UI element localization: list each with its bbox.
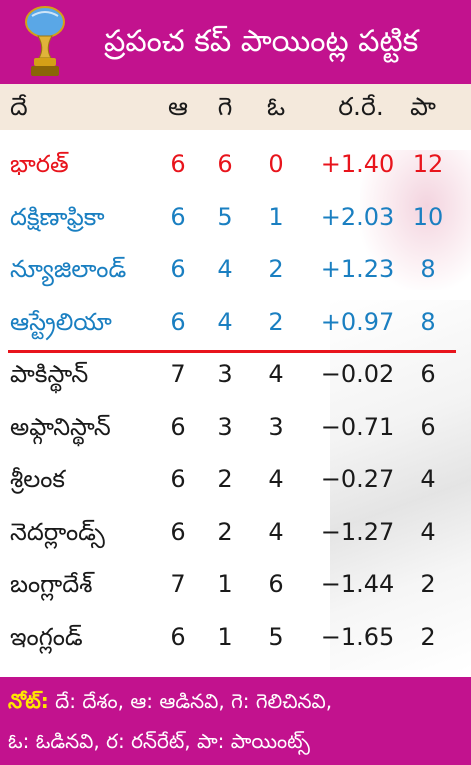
column-header-won: గె xyxy=(217,92,233,121)
cell-played: 6 xyxy=(170,412,186,441)
cell-points: 2 xyxy=(420,622,436,651)
cell-played: 7 xyxy=(170,570,186,598)
team-name: న్యూజిలాండ్ xyxy=(10,255,127,283)
cell-won: 3 xyxy=(217,360,233,388)
cell-points: 6 xyxy=(420,360,436,388)
cell-points: 12 xyxy=(412,150,444,178)
cell-nrr: +2.03 xyxy=(320,202,395,231)
cell-nrr: +1.40 xyxy=(320,150,395,178)
cell-played: 6 xyxy=(170,202,186,231)
cell-won: 4 xyxy=(217,255,233,283)
cell-played: 6 xyxy=(170,465,186,493)
note-line-2: ఓ: ఓడినవి, ర: రన్‌రేట్, పా: పాయింట్స్ xyxy=(8,729,310,753)
cell-won: 6 xyxy=(217,150,233,178)
table-row: పాకిస్థాన్ 7 3 4 −0.02 6 xyxy=(0,348,471,400)
cell-lost: 3 xyxy=(268,412,284,441)
cell-lost: 6 xyxy=(268,570,284,598)
cell-lost: 0 xyxy=(268,150,284,178)
team-name: పాకిస్థాన్ xyxy=(10,360,89,388)
table-row: అఫ్గానిస్థాన్ 6 3 3 −0.71 6 xyxy=(0,401,471,453)
cell-played: 6 xyxy=(170,517,186,546)
team-name: అఫ్గానిస్థాన్ xyxy=(10,412,111,441)
cell-lost: 4 xyxy=(268,360,284,388)
cell-lost: 5 xyxy=(268,622,284,651)
team-name: ఇంగ్లండ్ xyxy=(10,622,83,651)
cell-lost: 4 xyxy=(268,465,284,493)
cell-nrr: −0.27 xyxy=(320,465,395,493)
column-header-row: దే ఆ గె ఓ ర.రే. పా xyxy=(0,84,471,130)
cell-lost: 2 xyxy=(268,255,284,283)
cell-nrr: −0.02 xyxy=(320,360,395,388)
table-row: న్యూజిలాండ్ 6 4 2 +1.23 8 xyxy=(0,243,471,295)
note-line-1: దే: దేశం, ఆ: ఆడినవి, గె: గెలిచినవి, xyxy=(55,689,333,713)
world-cup-trophy-icon xyxy=(25,6,65,76)
header-bar: ప్రపంచ కప్ పాయింట్ల పట్టిక xyxy=(0,0,471,84)
cell-nrr: +1.23 xyxy=(320,255,395,283)
page-title: ప్రపంచ కప్ పాయింట్ల పట్టిక xyxy=(104,24,419,59)
cell-nrr: +0.97 xyxy=(320,307,395,336)
team-name: శ్రీలంక xyxy=(10,465,65,493)
cell-played: 7 xyxy=(170,360,186,388)
team-name: బంగ్లాదేశ్ xyxy=(10,570,93,598)
cell-lost: 4 xyxy=(268,517,284,546)
cell-nrr: −1.65 xyxy=(320,622,395,651)
column-header-lost: ఓ xyxy=(266,92,286,121)
team-name: దక్షిణాఫ్రికా xyxy=(10,202,105,231)
column-header-nrr: ర.రే. xyxy=(338,92,384,121)
column-header-points: పా xyxy=(410,92,436,121)
cell-points: 8 xyxy=(420,307,436,336)
cell-nrr: −0.71 xyxy=(320,412,395,441)
cell-points: 6 xyxy=(420,412,436,441)
table-row: బంగ్లాదేశ్ 7 1 6 −1.44 2 xyxy=(0,558,471,610)
cell-won: 1 xyxy=(217,570,233,598)
cell-points: 2 xyxy=(420,570,436,598)
cell-won: 1 xyxy=(217,622,233,651)
cell-played: 6 xyxy=(170,150,186,178)
cell-played: 6 xyxy=(170,622,186,651)
cell-nrr: −1.44 xyxy=(320,570,395,598)
cell-played: 6 xyxy=(170,255,186,283)
team-name: భారత్ xyxy=(10,150,69,178)
points-table: భారత్ 6 6 0 +1.40 12 దక్షిణాఫ్రికా 6 5 1 +2.03 10 న్… xyxy=(0,130,471,669)
cell-points: 8 xyxy=(420,255,436,283)
column-header-team: దే xyxy=(10,92,28,121)
team-name: ఆస్ట్రేలియా xyxy=(10,307,112,336)
cell-nrr: −1.27 xyxy=(320,517,395,546)
table-row: శ్రీలంక 6 2 4 −0.27 4 xyxy=(0,453,471,505)
background-decoration xyxy=(360,150,471,290)
cell-points: 4 xyxy=(420,465,436,493)
table-row: ఇంగ్లండ్ 6 1 5 −1.65 2 xyxy=(0,611,471,663)
table-row: భారత్ 6 6 0 +1.40 12 xyxy=(0,138,471,190)
team-name: నెదర్లాండ్స్ xyxy=(10,517,105,546)
table-row: నెదర్లాండ్స్ 6 2 4 −1.27 4 xyxy=(0,506,471,558)
cell-lost: 1 xyxy=(268,202,284,231)
cell-points: 4 xyxy=(420,517,436,546)
cell-won: 2 xyxy=(217,517,233,546)
cell-won: 3 xyxy=(217,412,233,441)
column-header-played: ఆ xyxy=(168,92,188,121)
background-decoration xyxy=(330,300,471,670)
cell-played: 6 xyxy=(170,307,186,336)
qualification-separator xyxy=(8,350,456,353)
table-row: ఆస్ట్రేలియా 6 4 2 +0.97 8 xyxy=(0,296,471,348)
cell-won: 5 xyxy=(217,202,233,231)
note-label: నోట్: xyxy=(8,689,49,713)
cell-won: 2 xyxy=(217,465,233,493)
cell-won: 4 xyxy=(217,307,233,336)
footer-note: నోట్: దే: దేశం, ఆ: ఆడినవి, గె: గెలిచినవి… xyxy=(0,677,471,765)
table-row: దక్షిణాఫ్రికా 6 5 1 +2.03 10 xyxy=(0,191,471,243)
cell-points: 10 xyxy=(412,202,444,231)
cell-lost: 2 xyxy=(268,307,284,336)
